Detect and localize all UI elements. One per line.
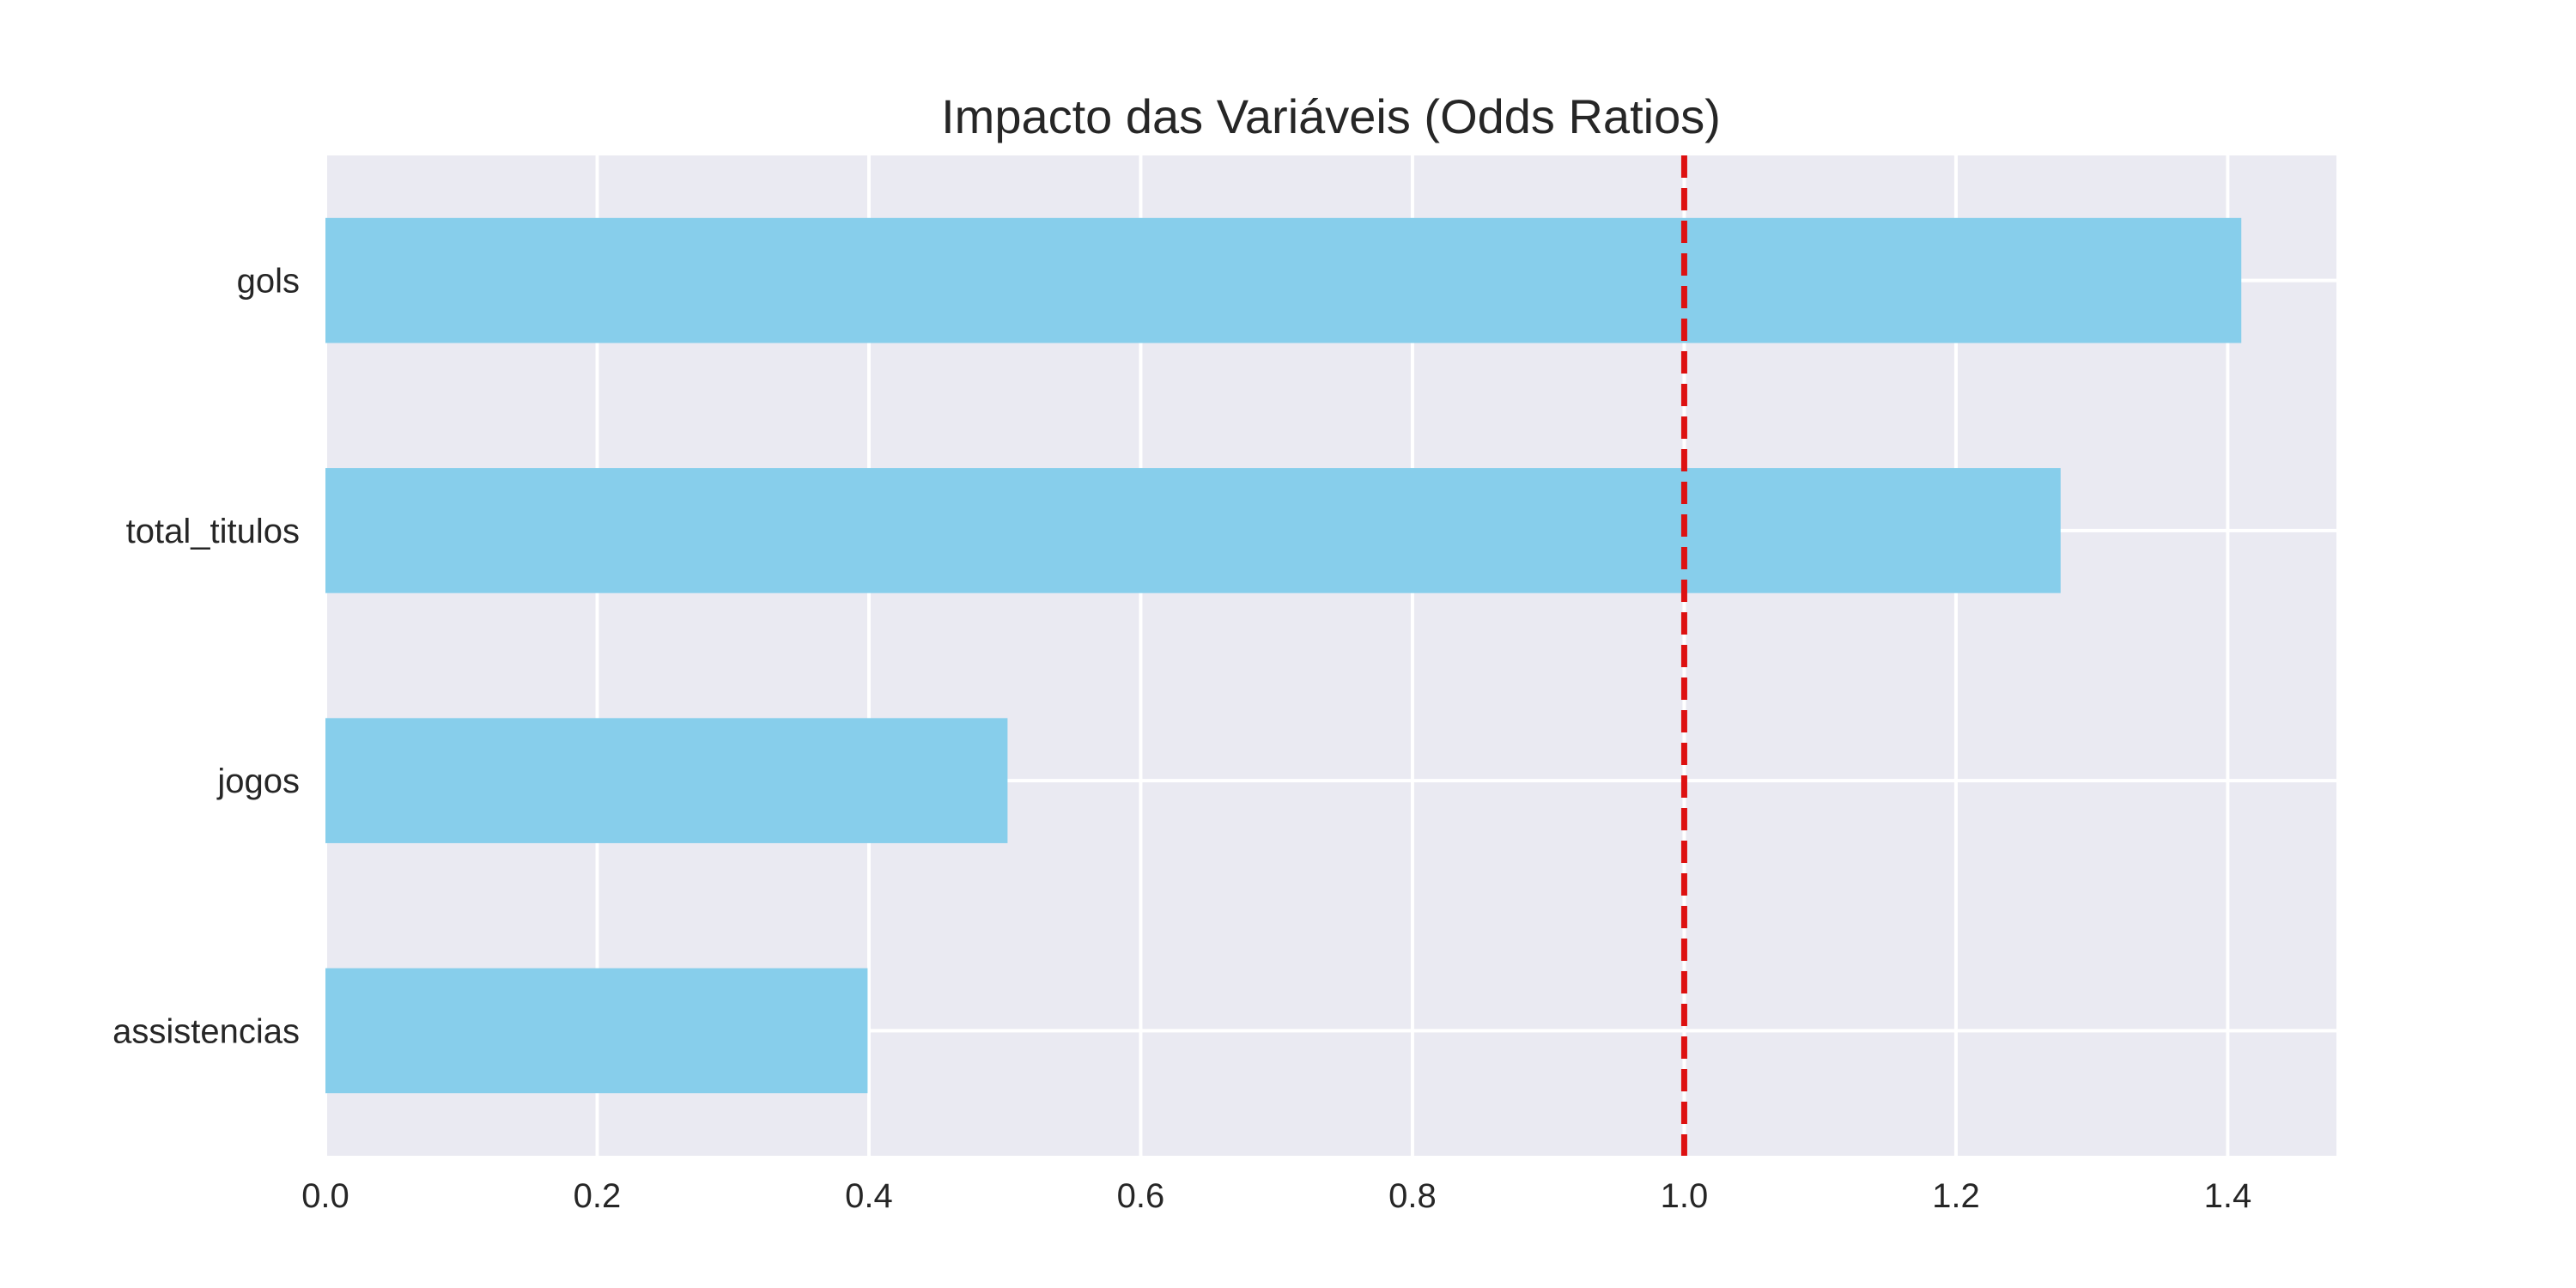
x-tick-label: 1.2: [1932, 1177, 1980, 1215]
y-tick-label: assistencias: [112, 1012, 300, 1050]
bar-jogos: [325, 718, 1008, 843]
x-tick-label: 1.0: [1661, 1177, 1709, 1215]
y-tick-label: total_titulos: [126, 513, 300, 550]
bar-gols: [325, 217, 2242, 343]
bar-total-titulos: [325, 468, 2061, 593]
x-tick-label: 0.2: [574, 1177, 622, 1215]
x-tick-label: 0.0: [301, 1177, 349, 1215]
bar-assistencias: [325, 968, 868, 1094]
bars: [325, 217, 2242, 1094]
chart-title: Impacto das Variáveis (Odds Ratios): [941, 89, 1721, 143]
x-tick-label: 0.8: [1388, 1177, 1437, 1215]
x-tick-label: 0.6: [1117, 1177, 1165, 1215]
x-tick-label: 0.4: [845, 1177, 893, 1215]
y-tick-label: gols: [237, 263, 300, 301]
y-tick-label: jogos: [216, 762, 300, 800]
x-tick-label: 1.4: [2204, 1177, 2252, 1215]
x-tick-labels: 0.0 0.2 0.4 0.6 0.8 1.0 1.2 1.4: [301, 1177, 2251, 1215]
